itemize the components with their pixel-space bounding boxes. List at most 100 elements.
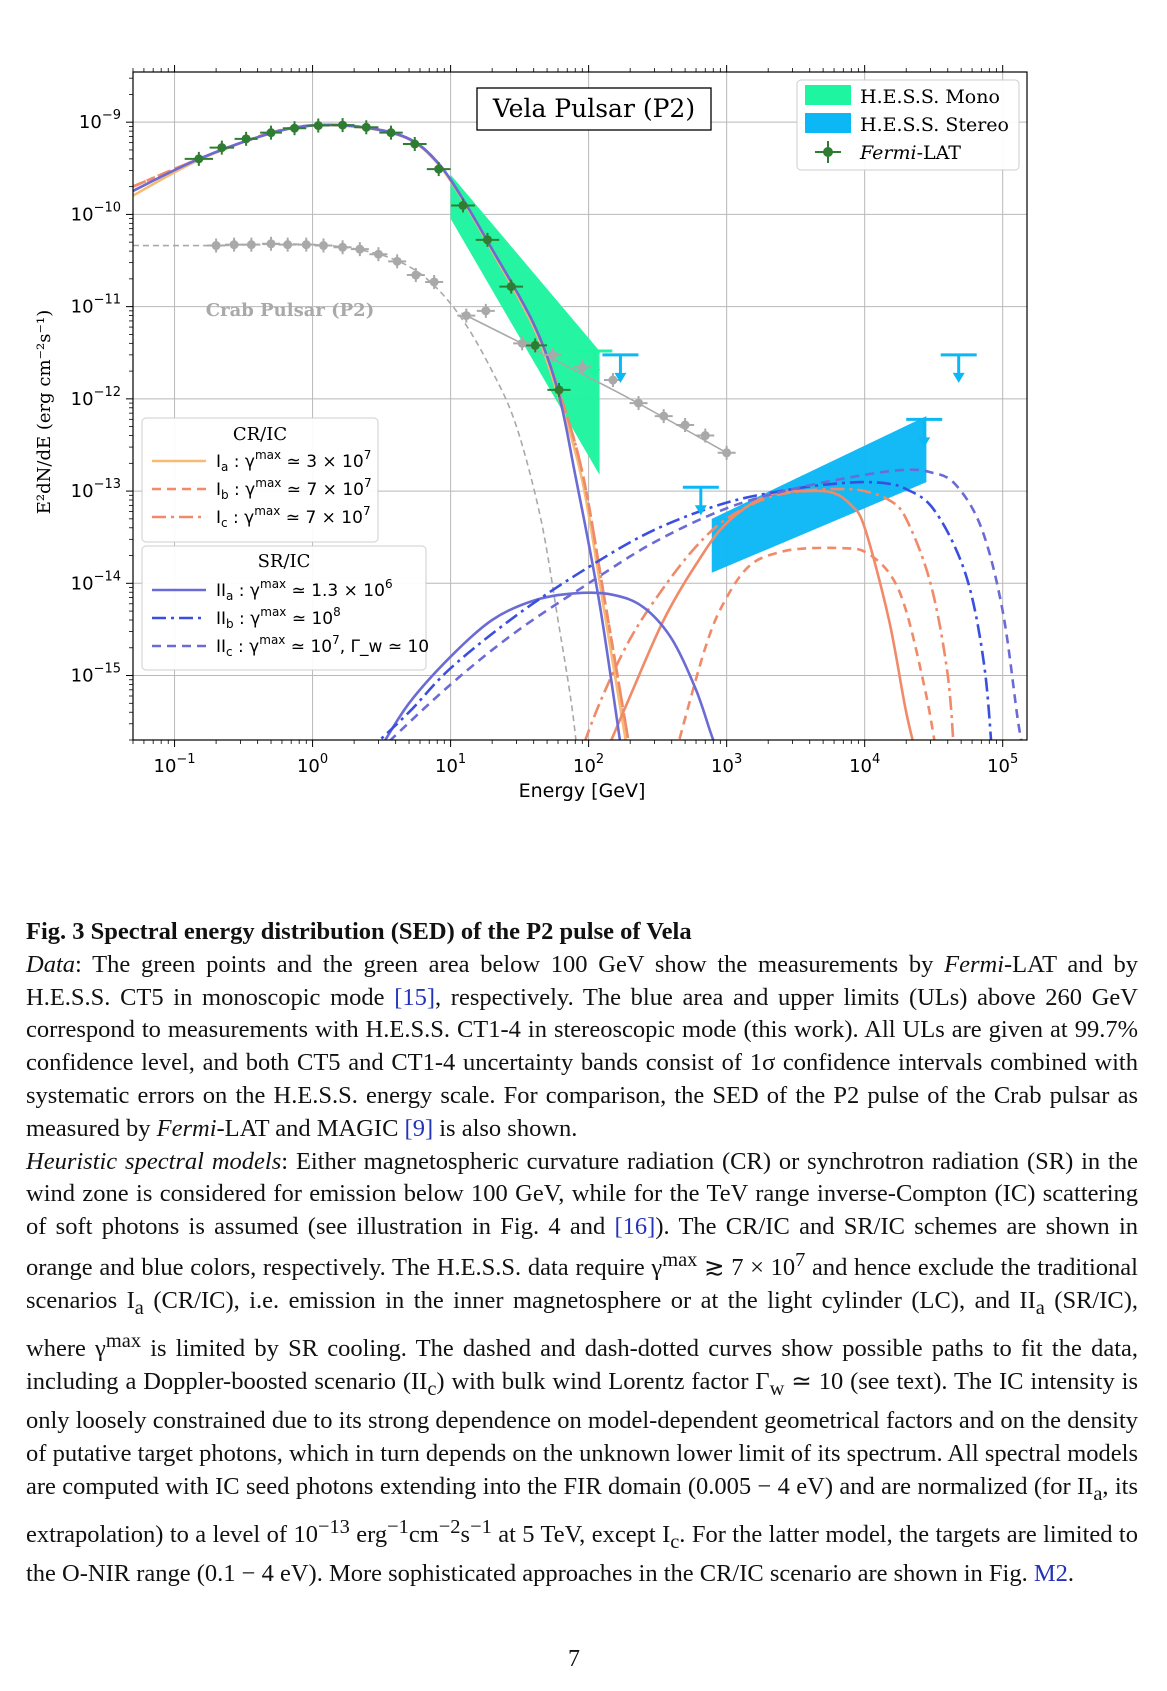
y-tick-exp: −13 [94, 477, 121, 492]
band-h-e-s-s-stereo [711, 416, 927, 573]
y-tick-base: 10 [79, 112, 102, 133]
caption-fragment[interactable]: [15] [394, 983, 436, 1011]
legend-max: max [260, 577, 286, 591]
y-tick-base: 10 [71, 481, 94, 502]
point-marker [411, 270, 421, 280]
x-tick-base: 10 [849, 756, 872, 777]
point-crab-pulsar-p2- [696, 428, 715, 443]
plot-frame [132, 71, 1028, 741]
legend-label: I [216, 480, 221, 500]
caption-fragment: is limited by SR cooling. The dashed and… [26, 1334, 1138, 1395]
caption-fragment: −1 [470, 1515, 492, 1538]
page-number: 7 [568, 1646, 580, 1672]
caption-fragment[interactable]: [16] [614, 1213, 656, 1241]
x-tick-exp: 5 [1010, 752, 1018, 767]
point-marker [301, 240, 311, 250]
point-crab-pulsar-p2- [207, 238, 226, 253]
legend-value: ≃ 7 × 10 [281, 480, 364, 500]
crab-powerlaw-curve [461, 312, 727, 454]
legend-colon: : γ [233, 637, 260, 657]
legend-max: max [254, 504, 280, 518]
point-fermi-lat [523, 338, 548, 353]
legend-exp: 7 [364, 476, 372, 490]
caption-title: Fig. 3 Spectral energy distribution (SED… [26, 916, 1138, 949]
caption-fragment: −13 [317, 1515, 350, 1538]
x-tick-label: 102 [573, 752, 604, 777]
point-crab-pulsar-p2- [629, 396, 648, 411]
legend-sub: a [226, 589, 233, 603]
caption-fragment: : The green points and the green area be… [75, 950, 945, 978]
point-marker [722, 448, 732, 458]
x-tick-label: 100 [297, 752, 328, 777]
legend-max: max [255, 448, 281, 462]
caption-fragment: Fermi [156, 1114, 217, 1142]
y-tick-base: 10 [71, 204, 94, 225]
point-marker [680, 420, 690, 430]
caption-fragment[interactable]: [9] [404, 1114, 434, 1142]
point-fermi-lat [330, 118, 355, 133]
x-tick-base: 10 [435, 756, 458, 777]
point-crab-pulsar-p2- [573, 360, 592, 375]
point-marker [319, 241, 329, 251]
ul-arrow [918, 437, 931, 448]
legend-swatch-mono [805, 85, 851, 105]
upper-limit-h-e-s-s-stereo-ul [602, 353, 639, 383]
legend-hess: H.E.S.S. Mono H.E.S.S. Stereo Fermi-LAT [796, 79, 1020, 171]
legend-label-fermi: Fermi-LAT [859, 142, 961, 164]
caption-fragment: a [1035, 1296, 1045, 1319]
caption-fragment[interactable]: M2 [1033, 1560, 1068, 1588]
caption-fragment: ≳ 7 × 10 [697, 1254, 796, 1282]
caption-fragment: -LAT and MAGIC [216, 1114, 405, 1142]
legend-label: II [216, 609, 226, 629]
legend-label: I [216, 508, 221, 528]
point-marker [700, 431, 710, 441]
y-tick-label: 10−10 [71, 200, 121, 225]
legend-label-stereo: H.E.S.S. Stereo [860, 114, 1009, 136]
caption-fragment: c [670, 1530, 680, 1553]
legend-value: ≃ 10 [285, 637, 332, 657]
caption-fragment: (SR/IC), where γ [26, 1286, 1139, 1362]
ul-arrow [952, 372, 965, 383]
caption-fragment: max [105, 1329, 142, 1352]
legend-exp: 7 [364, 448, 372, 462]
legend-exp: 6 [385, 577, 393, 591]
point-fermi-lat [379, 125, 403, 140]
legend-entry-text: IIa : γmax ≃ 1.3 × 106 [216, 577, 393, 603]
caption-title-text: Fig. 3 Spectral energy distribution (SED… [26, 918, 692, 945]
point-fermi-lat [499, 279, 524, 294]
legend-entry-text: Ia : γmax ≃ 3 × 107 [216, 448, 371, 474]
point-crab-pulsar-p2- [717, 445, 736, 460]
figure-caption: Fig. 3 Spectral energy distribution (SED… [26, 916, 1138, 1591]
y-tick-label: 10−12 [71, 385, 121, 410]
legend-max: max [259, 633, 285, 647]
caption-fragment: . [1067, 1560, 1075, 1588]
legend-label: II [216, 637, 226, 657]
caption-fragment: Data [26, 950, 75, 978]
point-marker [266, 239, 276, 249]
legend-max: max [260, 605, 286, 619]
y-tick-exp: −9 [102, 108, 121, 123]
legend-value: ≃ 7 × 10 [280, 508, 363, 528]
chart-title: Vela Pulsar (P2) [492, 94, 695, 123]
legend-value: ≃ 1.3 × 10 [286, 581, 385, 601]
x-tick-base: 10 [573, 756, 596, 777]
caption-data-paragraph: Data: The green points and the green are… [26, 949, 1138, 1146]
legend-sr-title: SR/IC [258, 551, 311, 572]
x-tick-label: 105 [987, 752, 1018, 777]
caption-fragment: is also shown. [433, 1114, 578, 1142]
crab-annotation: Crab Pulsar (P2) [206, 300, 374, 321]
point-fermi-lat [426, 162, 451, 177]
point-crab-pulsar-p2- [225, 237, 244, 252]
point-marker [634, 398, 644, 408]
legend-entry-text: Ic : γmax ≃ 7 × 107 [216, 504, 371, 530]
axis-ticks [126, 65, 1004, 747]
legend-swatch-fermi [815, 141, 841, 163]
legend-colon: : γ [228, 452, 255, 472]
x-axis-label: Energy [GeV] [519, 780, 646, 802]
point-marker [266, 128, 276, 138]
point-fermi-lat [306, 118, 331, 133]
upper-limit-h-e-s-s-stereo-ul [682, 485, 719, 516]
caption-fragment: (CR/IC), i.e. emission in the inner magn… [143, 1286, 1036, 1314]
legend-sub: c [221, 516, 228, 530]
point-marker [211, 241, 221, 251]
